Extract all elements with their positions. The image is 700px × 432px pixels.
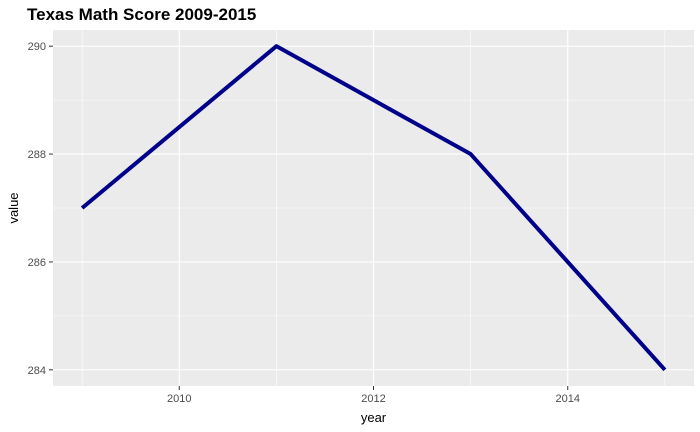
y-axis: 284 286 288 290 bbox=[28, 41, 53, 377]
x-axis: 2010 2012 2014 bbox=[167, 386, 580, 405]
series-line bbox=[80, 44, 667, 372]
series-layer bbox=[80, 44, 667, 372]
y-tick-label: 290 bbox=[28, 41, 46, 53]
x-tick-label: 2012 bbox=[361, 393, 385, 405]
y-tick-label: 288 bbox=[28, 149, 46, 161]
x-tick-label: 2014 bbox=[556, 393, 580, 405]
y-axis-title: value bbox=[6, 192, 21, 223]
y-tick-label: 284 bbox=[28, 365, 46, 377]
chart-title: Texas Math Score 2009-2015 bbox=[27, 5, 257, 24]
x-axis-title: year bbox=[361, 410, 387, 425]
y-tick-label: 286 bbox=[28, 257, 46, 269]
major-gridlines bbox=[53, 30, 694, 386]
x-tick-label: 2010 bbox=[167, 393, 191, 405]
